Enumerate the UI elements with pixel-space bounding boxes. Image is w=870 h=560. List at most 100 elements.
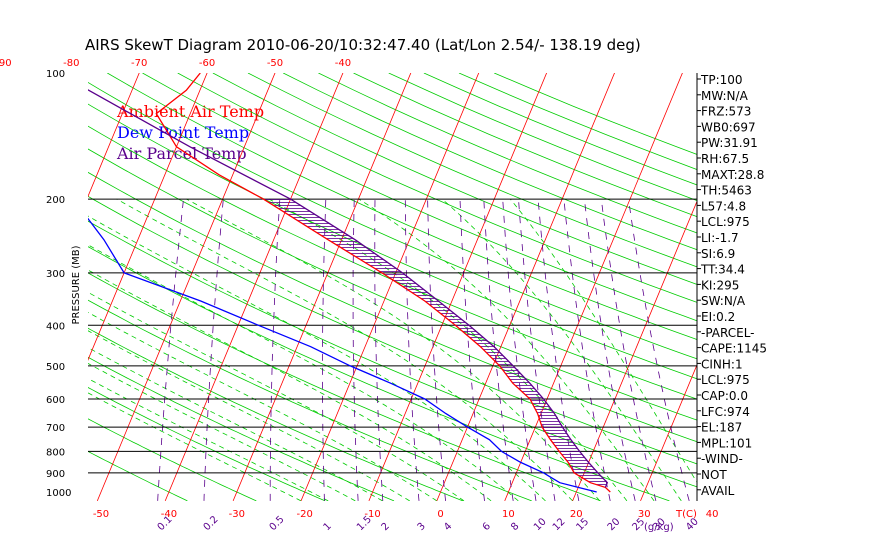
index-label: TT:34.4 bbox=[700, 263, 745, 277]
legend-item: Dew Point Temp bbox=[117, 123, 249, 142]
index-label: SI:6.9 bbox=[701, 247, 735, 261]
index-label: RH:67.5 bbox=[701, 152, 749, 166]
pressure-tick-label: 900 bbox=[46, 469, 65, 480]
mixing-ratio-line bbox=[203, 199, 224, 501]
index-label: MAXT:28.8 bbox=[701, 168, 764, 182]
moist-adiabat bbox=[88, 378, 329, 501]
isotherm bbox=[776, 64, 870, 501]
ambient-temp-line bbox=[155, 73, 611, 493]
index-label: CAPE:1145 bbox=[701, 342, 767, 356]
index-label: MW:N/A bbox=[701, 89, 749, 103]
plot-area bbox=[0, 64, 870, 501]
dry-adiabat bbox=[88, 272, 601, 501]
dry-adiabat bbox=[283, 73, 697, 251]
top-temp-tick: -90 bbox=[0, 58, 12, 69]
index-label: -PARCEL- bbox=[701, 326, 755, 340]
index-label: LCL:975 bbox=[701, 373, 750, 387]
top-temp-tick: -50 bbox=[267, 58, 283, 69]
index-label: EI:0.2 bbox=[701, 310, 735, 324]
isotherm bbox=[232, 73, 412, 501]
dry-adiabat bbox=[88, 387, 326, 501]
dry-adiabat bbox=[107, 73, 697, 340]
pressure-tick-label: 600 bbox=[46, 395, 65, 406]
chart-title: AIRS SkewT Diagram 2010-06-20/10:32:47.4… bbox=[85, 36, 641, 54]
mixing-ratio-tick: 8 bbox=[509, 521, 521, 533]
bottom-temp-tick: -40 bbox=[161, 509, 177, 520]
mixing-ratio-tick: 0.5 bbox=[268, 514, 287, 533]
index-label: CAP:0.0 bbox=[701, 389, 748, 403]
isotherm bbox=[88, 73, 208, 361]
index-label: CINH:1 bbox=[701, 357, 743, 371]
pressure-tick-label: 200 bbox=[46, 195, 65, 206]
bottom-temp-tick: 20 bbox=[570, 509, 583, 520]
index-label: PW:31.91 bbox=[701, 136, 758, 150]
index-label: KI:295 bbox=[701, 278, 739, 292]
dry-adiabat bbox=[88, 418, 257, 501]
isotherm bbox=[572, 200, 697, 501]
mixing-ratio-line bbox=[157, 199, 184, 501]
mixing-ratio-tick: 2 bbox=[380, 521, 392, 533]
pressure-tick-label: 700 bbox=[46, 423, 65, 434]
pressure-tick-label: 500 bbox=[46, 362, 65, 373]
mixing-ratio-line bbox=[628, 199, 690, 501]
pressure-tick-label: 100 bbox=[46, 69, 65, 80]
index-label: EL:187 bbox=[701, 421, 742, 435]
mixing-ratio-line bbox=[322, 199, 327, 501]
isotherm bbox=[0, 64, 7, 501]
mixing-ratio-tick: 1 bbox=[322, 521, 334, 533]
moist-adiabat bbox=[186, 198, 601, 501]
index-label: L57:4.8 bbox=[701, 199, 746, 213]
dry-adiabat bbox=[88, 450, 188, 501]
bottom-temp-tick: 40 bbox=[706, 509, 719, 520]
mixing-ratio-tick: 6 bbox=[481, 521, 493, 533]
isotherm bbox=[368, 73, 548, 501]
isotherm bbox=[88, 73, 140, 198]
isotherm bbox=[504, 73, 683, 501]
legend-item: Ambient Air Temp bbox=[116, 102, 264, 121]
pressure-tick-label: 400 bbox=[46, 321, 65, 332]
dry-adiabat bbox=[247, 73, 697, 268]
chart-legend: Ambient Air Temp Dew Point Temp Air Parcel… bbox=[116, 102, 264, 163]
index-label: TP:100 bbox=[700, 73, 743, 87]
index-label: -WIND- bbox=[701, 452, 743, 466]
bottom-temp-tick: -50 bbox=[93, 509, 109, 520]
isotherm bbox=[96, 73, 276, 501]
top-temp-tick: -40 bbox=[335, 58, 351, 69]
mixing-ratio-tick: 10 bbox=[532, 516, 549, 533]
moist-adiabat bbox=[88, 269, 492, 501]
moist-adiabat bbox=[441, 198, 682, 501]
dry-adiabat bbox=[88, 220, 697, 488]
cape-shaded-area bbox=[263, 199, 608, 488]
index-label: LFC:974 bbox=[701, 405, 750, 419]
y-axis-label: PRESSURE (MB) bbox=[71, 245, 82, 324]
index-label: SW:N/A bbox=[701, 294, 746, 308]
dry-adiabat bbox=[423, 73, 697, 186]
dew-point-line bbox=[88, 217, 597, 493]
dry-adiabat bbox=[88, 81, 697, 360]
index-label: TH:5463 bbox=[700, 184, 752, 198]
moist-adiabat bbox=[88, 330, 410, 501]
top-temp-tick: -60 bbox=[199, 58, 215, 69]
legend-item: Air Parcel Temp bbox=[116, 144, 247, 163]
moist-adiabat bbox=[88, 362, 356, 501]
dry-adiabat bbox=[142, 73, 697, 322]
mixing-ratio-tick: 3 bbox=[416, 521, 428, 533]
index-label: MPL:101 bbox=[701, 436, 752, 450]
index-label: NOT bbox=[701, 468, 727, 482]
bottom-temp-tick: -20 bbox=[297, 509, 313, 520]
index-label: LCL:975 bbox=[701, 215, 750, 229]
dry-adiabat bbox=[177, 73, 697, 303]
index-label: LI:-1.7 bbox=[701, 231, 739, 245]
moist-adiabat bbox=[88, 215, 546, 501]
dry-adiabat bbox=[88, 171, 697, 443]
moist-adiabat bbox=[88, 244, 519, 501]
bottom-temp-tick: -30 bbox=[229, 509, 245, 520]
x-unit-label: T(C) bbox=[675, 509, 697, 520]
isotherm bbox=[0, 64, 75, 501]
index-label: AVAIL bbox=[701, 484, 735, 498]
moist-adiabat bbox=[88, 291, 465, 501]
top-temp-tick: -80 bbox=[63, 58, 79, 69]
bottom-temp-tick: 10 bbox=[502, 509, 515, 520]
